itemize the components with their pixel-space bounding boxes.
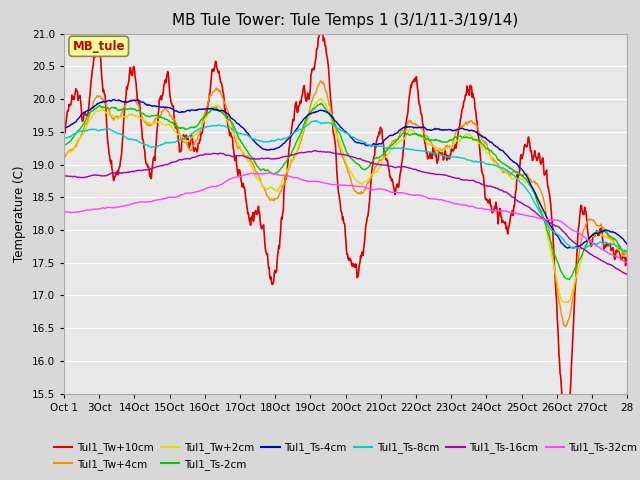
Tul1_Tw+4cm [118, 111, 125, 117]
Tul1_Tw+2cm [510, 175, 518, 181]
Tul1_Ts-8cm [623, 250, 631, 256]
Tul1_Ts-8cm [118, 132, 125, 137]
Tul1_Ts-32cm [266, 170, 274, 176]
Tul1_Tw+2cm [60, 152, 68, 158]
Tul1_Tw+2cm [288, 160, 296, 166]
Tul1_Ts-32cm [510, 210, 518, 216]
Tul1_Tw+2cm [447, 143, 455, 149]
Tul1_Ts-2cm [317, 100, 325, 106]
Y-axis label: Temperature (C): Temperature (C) [13, 165, 26, 262]
Tul1_Ts-8cm [510, 173, 518, 179]
Tul1_Ts-4cm [118, 99, 126, 105]
Tul1_Tw+4cm [308, 97, 316, 103]
Tul1_Tw+2cm [308, 107, 316, 112]
Tul1_Tw+4cm [447, 144, 455, 150]
Tul1_Ts-16cm [60, 173, 68, 179]
Line: Tul1_Ts-32cm: Tul1_Ts-32cm [64, 173, 627, 263]
Tul1_Ts-8cm [312, 118, 319, 123]
Tul1_Ts-32cm [447, 200, 455, 205]
Line: Tul1_Ts-2cm: Tul1_Ts-2cm [64, 103, 627, 279]
Tul1_Tw+10cm [288, 125, 296, 131]
Tul1_Tw+10cm [623, 254, 631, 260]
Text: MB_tule: MB_tule [72, 40, 125, 53]
Tul1_Tw+4cm [288, 157, 296, 163]
Line: Tul1_Ts-16cm: Tul1_Ts-16cm [64, 151, 627, 275]
Tul1_Ts-2cm [623, 248, 631, 253]
Tul1_Tw+10cm [510, 203, 518, 208]
Tul1_Tw+2cm [500, 167, 508, 173]
Tul1_Tw+2cm [562, 300, 570, 305]
Tul1_Ts-16cm [288, 152, 296, 157]
Tul1_Ts-4cm [510, 159, 518, 165]
Tul1_Ts-16cm [623, 272, 631, 277]
Tul1_Ts-4cm [289, 132, 296, 137]
Line: Tul1_Ts-4cm: Tul1_Ts-4cm [64, 99, 627, 248]
Tul1_Ts-16cm [500, 189, 508, 195]
Tul1_Tw+10cm [118, 152, 125, 157]
Tul1_Ts-8cm [447, 154, 455, 160]
Tul1_Ts-4cm [564, 245, 572, 251]
Tul1_Ts-2cm [60, 142, 68, 148]
Tul1_Ts-32cm [623, 260, 631, 265]
Tul1_Tw+10cm [317, 24, 325, 30]
Tul1_Ts-8cm [60, 135, 68, 141]
Tul1_Ts-32cm [500, 208, 508, 214]
Tul1_Ts-4cm [60, 124, 68, 130]
Tul1_Ts-2cm [288, 149, 296, 155]
Tul1_Ts-32cm [118, 204, 125, 209]
Tul1_Ts-32cm [308, 179, 316, 184]
Tul1_Ts-4cm [110, 96, 118, 102]
Tul1_Ts-4cm [500, 149, 508, 155]
Tul1_Tw+10cm [308, 66, 316, 72]
Tul1_Ts-2cm [510, 168, 518, 173]
Legend: Tul1_Tw+10cm, Tul1_Tw+4cm, Tul1_Tw+2cm, Tul1_Ts-2cm, Tul1_Ts-4cm, Tul1_Ts-8cm, T: Tul1_Tw+10cm, Tul1_Tw+4cm, Tul1_Tw+2cm, … [49, 438, 640, 474]
Tul1_Tw+10cm [562, 418, 570, 423]
Line: Tul1_Ts-8cm: Tul1_Ts-8cm [64, 120, 627, 253]
Line: Tul1_Tw+2cm: Tul1_Tw+2cm [64, 99, 627, 302]
Tul1_Tw+2cm [317, 96, 325, 102]
Tul1_Ts-8cm [308, 119, 316, 124]
Tul1_Ts-2cm [308, 108, 316, 113]
Tul1_Tw+2cm [118, 113, 125, 119]
Tul1_Ts-2cm [118, 107, 125, 112]
Tul1_Ts-2cm [447, 137, 455, 143]
Tul1_Tw+4cm [623, 252, 631, 257]
Tul1_Ts-16cm [447, 174, 455, 180]
Line: Tul1_Tw+10cm: Tul1_Tw+10cm [64, 27, 627, 420]
Tul1_Ts-2cm [565, 276, 573, 282]
Tul1_Ts-8cm [500, 165, 508, 171]
Tul1_Tw+4cm [60, 156, 68, 161]
Tul1_Ts-16cm [308, 149, 316, 155]
Tul1_Tw+10cm [447, 146, 455, 152]
Tul1_Ts-16cm [312, 148, 319, 154]
Tul1_Ts-32cm [60, 209, 68, 215]
Tul1_Ts-32cm [289, 174, 296, 180]
Tul1_Ts-2cm [500, 161, 508, 167]
Tul1_Ts-16cm [118, 170, 125, 176]
Tul1_Ts-16cm [510, 194, 518, 200]
Tul1_Tw+2cm [623, 251, 631, 257]
Title: MB Tule Tower: Tule Temps 1 (3/1/11-3/19/14): MB Tule Tower: Tule Temps 1 (3/1/11-3/19… [172, 13, 519, 28]
Tul1_Ts-4cm [447, 127, 455, 133]
Tul1_Ts-4cm [623, 241, 631, 247]
Tul1_Tw+4cm [317, 78, 324, 84]
Tul1_Ts-8cm [288, 131, 296, 137]
Tul1_Tw+4cm [562, 324, 570, 330]
Tul1_Ts-4cm [308, 110, 316, 116]
Line: Tul1_Tw+4cm: Tul1_Tw+4cm [64, 81, 627, 327]
Tul1_Tw+10cm [500, 219, 508, 225]
Tul1_Tw+4cm [500, 170, 508, 176]
Tul1_Tw+4cm [510, 168, 518, 173]
Tul1_Tw+10cm [60, 131, 68, 137]
